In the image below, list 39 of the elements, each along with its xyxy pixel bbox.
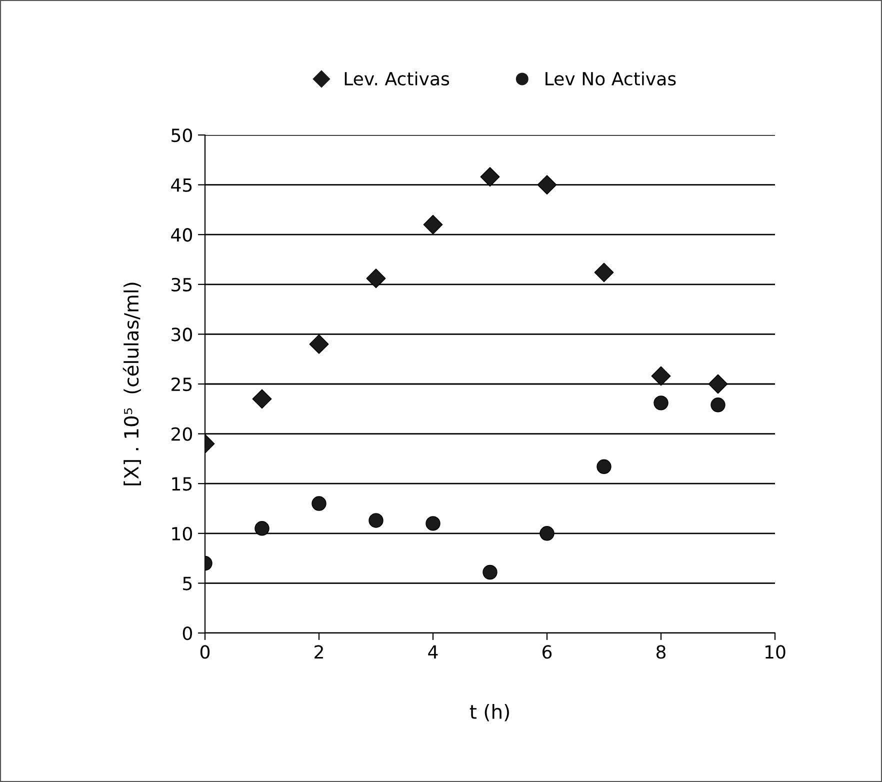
- y-tick-label: 10: [172, 526, 192, 541]
- x-tick-label: 6: [542, 645, 552, 659]
- point: [708, 374, 728, 394]
- point: [254, 521, 270, 536]
- point: [654, 396, 668, 410]
- point: [596, 459, 612, 474]
- point: [651, 366, 671, 386]
- point: [710, 398, 726, 412]
- x-tick-label: 10: [765, 645, 786, 659]
- y-tick-label: 35: [172, 278, 192, 292]
- point: [426, 516, 440, 531]
- point: [309, 334, 329, 354]
- y-axis-title: [X] . 10⁵ (células/ml): [122, 282, 141, 486]
- y-tick-label: 0: [182, 626, 192, 640]
- point: [366, 268, 386, 288]
- x-tick-label: 8: [656, 645, 666, 659]
- point: [594, 262, 614, 282]
- point: [368, 513, 384, 528]
- y-tick-label: 50: [172, 128, 192, 142]
- point: [482, 564, 498, 580]
- point: [540, 526, 554, 541]
- point: [252, 389, 272, 409]
- point: [423, 214, 443, 234]
- y-tick-label: 20: [172, 427, 192, 441]
- x-tick-label: 2: [314, 645, 323, 659]
- y-tick-label: 15: [172, 477, 192, 491]
- y-tick-label: 40: [171, 228, 192, 242]
- x-tick-label: 4: [428, 645, 438, 659]
- point: [537, 175, 557, 195]
- y-tick-label: 25: [172, 377, 192, 392]
- y-tick-label: 5: [183, 576, 192, 590]
- y-tick-label: 45: [171, 178, 192, 192]
- point: [312, 496, 326, 511]
- legend-label: Lev. Activas: [344, 72, 450, 86]
- y-tick-label: 30: [172, 328, 192, 342]
- x-axis-title: t (h): [470, 704, 509, 722]
- legend-label: Lev No Activas: [546, 72, 676, 86]
- x-tick-label: 0: [200, 645, 210, 659]
- point: [480, 167, 500, 187]
